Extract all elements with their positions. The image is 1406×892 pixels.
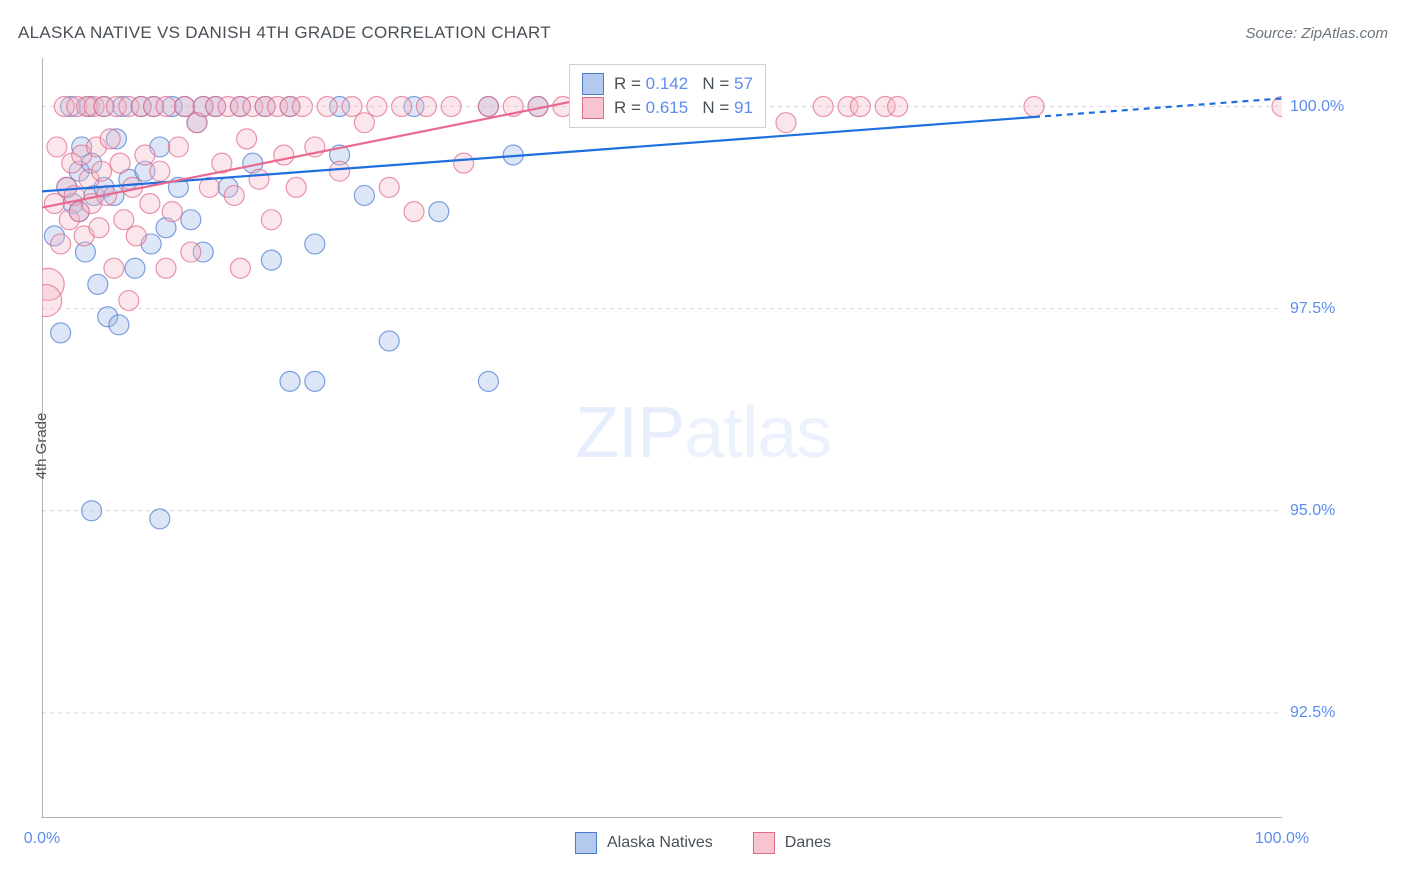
chart-source: Source: ZipAtlas.com <box>1245 25 1388 42</box>
y-tick-label: 92.5% <box>1290 704 1380 722</box>
chart-header: ALASKA NATIVE VS DANISH 4TH GRADE CORREL… <box>18 18 1388 48</box>
scatter-svg <box>42 58 1282 818</box>
bottom-legend: Alaska Natives Danes <box>575 832 831 854</box>
legend-swatch <box>582 97 604 119</box>
y-tick-label: 100.0% <box>1290 98 1380 116</box>
y-tick-label: 97.5% <box>1290 300 1380 318</box>
legend-swatch <box>582 73 604 95</box>
correlation-text: R = 0.142 N = 57 <box>614 74 753 94</box>
correlation-legend: R = 0.142 N = 57 R = 0.615 N = 91 <box>569 64 766 128</box>
x-tick-label: 100.0% <box>1255 830 1309 848</box>
legend-swatch <box>575 832 597 854</box>
y-tick-label: 95.0% <box>1290 502 1380 520</box>
x-tick-label: 0.0% <box>24 830 60 848</box>
legend-label: Danes <box>785 834 831 852</box>
legend-swatch <box>753 832 775 854</box>
correlation-row: R = 0.615 N = 91 <box>582 97 753 119</box>
chart-title: ALASKA NATIVE VS DANISH 4TH GRADE CORREL… <box>18 23 551 43</box>
legend-label: Alaska Natives <box>607 834 713 852</box>
correlation-text: R = 0.615 N = 91 <box>614 98 753 118</box>
correlation-row: R = 0.142 N = 57 <box>582 73 753 95</box>
legend-item: Danes <box>753 832 831 854</box>
plot-area: 92.5%95.0%97.5%100.0% R = 0.142 N = 57R … <box>42 58 1282 818</box>
legend-item: Alaska Natives <box>575 832 713 854</box>
